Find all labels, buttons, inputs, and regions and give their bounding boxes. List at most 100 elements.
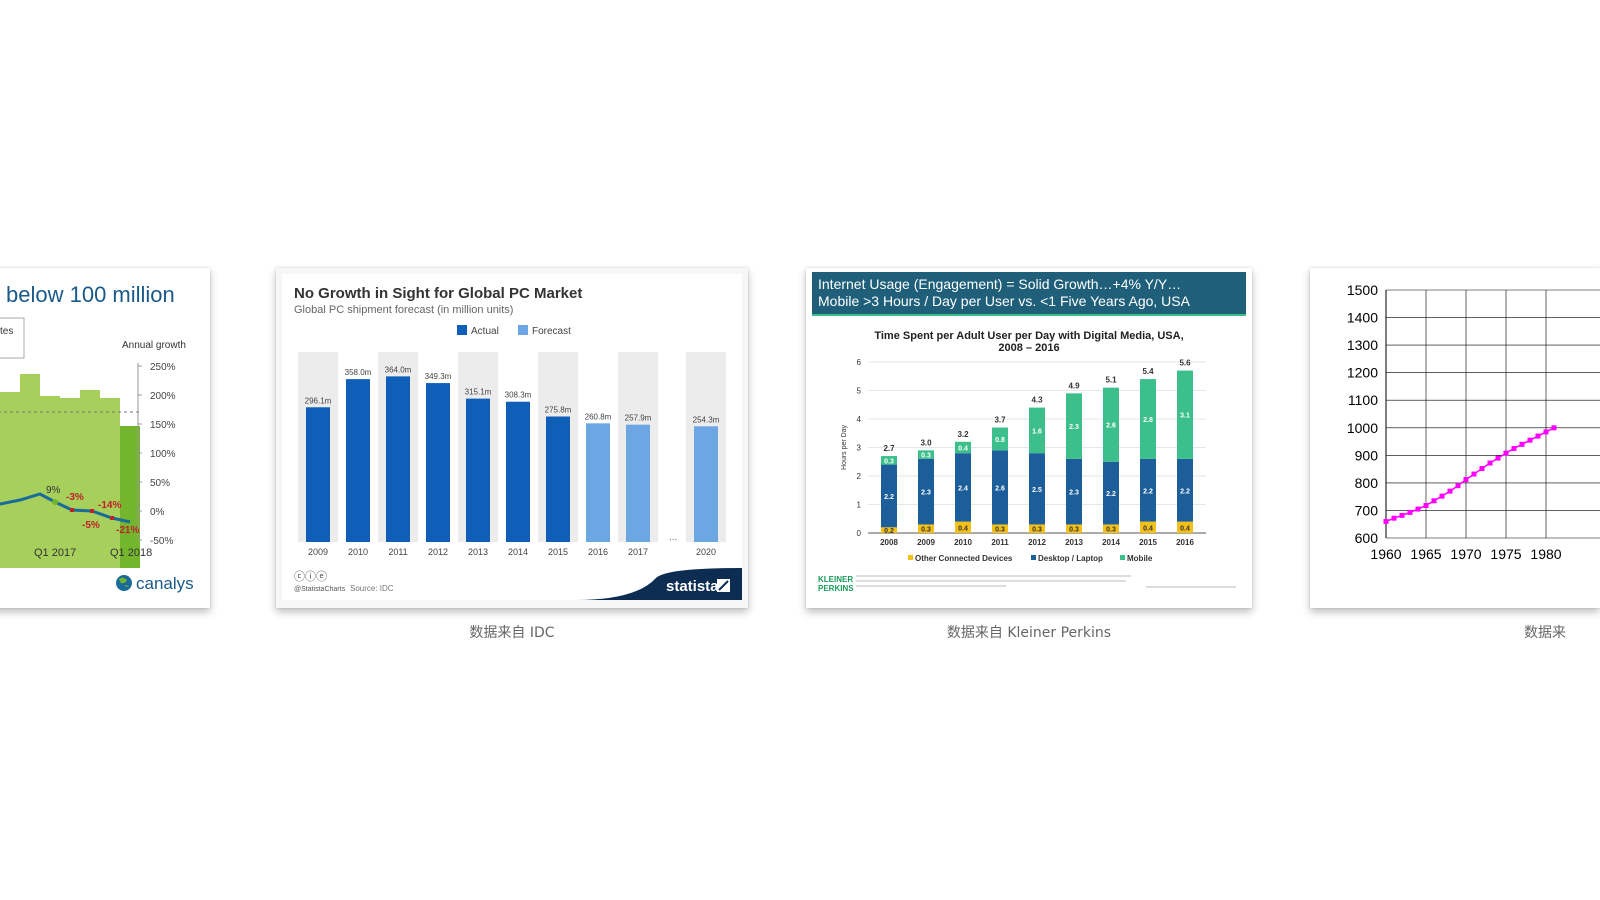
kleiner-segment-label: 0.3 xyxy=(884,458,894,465)
line-point xyxy=(1415,506,1421,512)
canalys-legend-box xyxy=(0,317,25,359)
canalys-globe-icon-land xyxy=(119,577,129,587)
canalys-x-label: Q1 2018 xyxy=(110,547,152,559)
kleiner-segment-label: 0.3 xyxy=(995,527,1005,534)
statista-value-label: 254.3m xyxy=(693,415,720,424)
statista-subtitle: Global PC shipment forecast (in million … xyxy=(294,304,513,316)
line-chart: 1500 1400 1300 1200 1100 1000 900 800 700 6001960… xyxy=(1347,282,1600,562)
statista-category-label: 2010 xyxy=(348,547,368,557)
kleiner-footnote xyxy=(856,575,1131,577)
line-x-tick: 1975 xyxy=(1490,546,1521,562)
line-point xyxy=(1551,425,1557,431)
canalys-tick-label: 150% xyxy=(150,420,176,431)
kleiner-bar-segment xyxy=(955,521,971,533)
kleiner-category-label: 2011 xyxy=(991,538,1009,547)
kleiner-category-label: 2012 xyxy=(1028,538,1046,547)
kleiner-bar-segment xyxy=(1103,461,1119,525)
line-y-tick: 1200 xyxy=(1347,365,1378,381)
kleiner-header-rule xyxy=(812,314,1246,316)
canalys-growth-label: -21% xyxy=(116,525,139,536)
statista-value-label: 315.1m xyxy=(465,388,492,397)
statista-caption: 数据来自 IDC xyxy=(469,625,555,641)
statista-bar xyxy=(346,379,370,542)
line-point xyxy=(1487,460,1493,466)
line-y-tick: 1400 xyxy=(1347,310,1378,326)
canalys-legend-fragment: tes xyxy=(0,326,13,337)
line-point xyxy=(1479,466,1485,472)
statista-bar xyxy=(506,401,530,542)
canalys-tick-label: 200% xyxy=(150,391,176,402)
line-x-tick: 1980 xyxy=(1530,546,1561,562)
line-grid: 1500 1400 1300 1200 1100 1000 900 800 700 6001960… xyxy=(1347,282,1600,562)
line-point xyxy=(1463,477,1469,483)
statista-bars: 296.1m 2009 358.0m 2010 364.0m 2011 349.3m 2012… xyxy=(298,352,726,557)
kleiner-ylabel: Hours per Day xyxy=(841,424,848,470)
kleiner-legend-swatch-other xyxy=(908,555,913,560)
kleiner-legend-other: Other Connected Devices xyxy=(915,554,1013,563)
canalys-tick-label: 50% xyxy=(150,478,170,489)
kleiner-segment-label: 0.3 xyxy=(1069,527,1079,534)
statista-value-label: 296.1m xyxy=(305,396,332,405)
line-point xyxy=(1423,502,1429,508)
statista-legend-swatch-forecast xyxy=(518,325,528,335)
statista-title: No Growth in Sight for Global PC Market xyxy=(294,285,582,302)
canalys-point xyxy=(70,508,74,512)
kleiner-segment-label: 0.3 xyxy=(1032,527,1042,534)
kleiner-total-label: 4.3 xyxy=(1031,396,1043,405)
kleiner-bar-segment xyxy=(918,524,934,533)
kleiner-bar-segment xyxy=(955,453,971,522)
kleiner-category-label: 2010 xyxy=(954,538,972,547)
kleiner-legend-desktop: Desktop / Laptop xyxy=(1038,554,1103,563)
kleiner-chart-title-line1: Time Spent per Adult User per Day with D… xyxy=(874,330,1183,342)
statista-cc-icons: ⓒⓘⓔ xyxy=(294,570,327,583)
kleiner-footnote xyxy=(856,580,1126,582)
statista-value-label: 260.8m xyxy=(585,412,612,421)
statista-category-label: 2016 xyxy=(588,547,608,557)
line-y-tick: 800 xyxy=(1355,475,1379,491)
canalys-growth-label: 9% xyxy=(46,485,61,496)
kleiner-category-label: 2013 xyxy=(1065,538,1083,547)
line-point xyxy=(1447,488,1453,494)
line-point xyxy=(1511,445,1517,451)
line-point xyxy=(1527,437,1533,443)
statista-legend-swatch-actual xyxy=(457,325,467,335)
statista-bar xyxy=(546,416,570,542)
canalys-growth-label: -14% xyxy=(98,500,121,511)
kleiner-y-tick: 6 xyxy=(857,358,862,367)
kleiner-segment-label: 0.4 xyxy=(1143,525,1153,532)
kleiner-legend-mobile: Mobile xyxy=(1127,554,1153,563)
kleiner-brand-line1: KLEINER xyxy=(818,575,853,584)
kleiner-total-label: 3.0 xyxy=(920,438,932,447)
kleiner-bar-segment xyxy=(1066,524,1082,533)
kleiner-bar-segment xyxy=(1177,458,1193,522)
statista-category-label: 2013 xyxy=(468,547,488,557)
statista-value-label: 349.3m xyxy=(425,372,452,381)
statista-category-label: 2015 xyxy=(548,547,568,557)
kleiner-category-label: 2016 xyxy=(1176,538,1194,547)
kleiner-bar-segment xyxy=(1066,458,1082,525)
kleiner-bar-segment xyxy=(955,441,971,454)
statista-source: Source: IDC xyxy=(350,584,394,593)
kleiner-caption: 数据来自 Kleiner Perkins xyxy=(946,625,1112,641)
kleiner-bar-segment xyxy=(1066,393,1082,459)
kleiner-bar-segment xyxy=(1140,379,1156,459)
kleiner-segment-label: 0.3 xyxy=(921,453,931,460)
line-y-tick: 1300 xyxy=(1347,337,1378,353)
kleiner-y-tick: 3 xyxy=(857,444,862,453)
line-point xyxy=(1407,509,1413,515)
kleiner-segment-label: 0.4 xyxy=(958,446,968,453)
line-point xyxy=(1455,483,1461,489)
canalys-chart: below 100 million tes Annual growth 250%… xyxy=(0,282,194,593)
line-series xyxy=(1385,427,1555,523)
kleiner-legend-swatch-desktop xyxy=(1031,555,1036,560)
line-point xyxy=(1519,441,1525,447)
canalys-right-axis-label: Annual growth xyxy=(122,340,186,351)
kleiner-bar-segment xyxy=(1029,407,1045,454)
kleiner-total-label: 3.2 xyxy=(957,430,969,439)
line-y-tick: 1500 xyxy=(1347,282,1378,298)
kleiner-total-label: 5.4 xyxy=(1142,367,1154,376)
kleiner-bar-segment xyxy=(1103,524,1119,533)
kleiner-segment-label: 1.6 xyxy=(1032,428,1042,435)
kleiner-y-tick: 5 xyxy=(857,387,862,396)
kleiner-segment-label: 0.3 xyxy=(1106,527,1116,534)
